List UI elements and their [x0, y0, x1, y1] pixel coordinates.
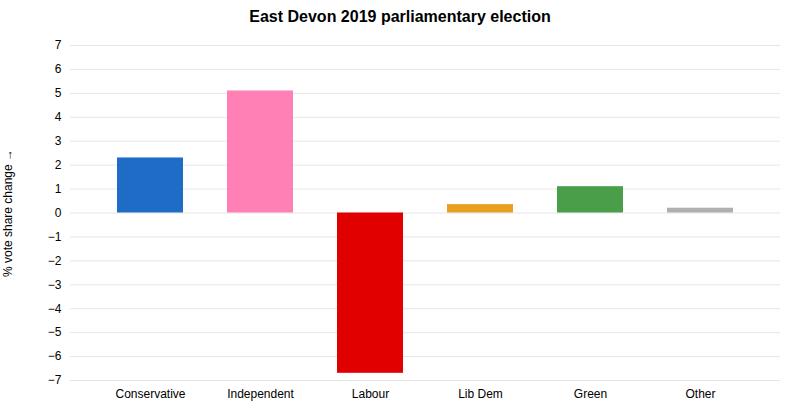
svg-text:−4: −4 [48, 302, 62, 316]
svg-text:Lib Dem: Lib Dem [458, 387, 503, 401]
html-text:East Devon 2019 parliamentary: East Devon 2019 parliamentary election [249, 8, 551, 25]
svg-text:−5: −5 [48, 325, 62, 339]
svg-text:5: 5 [55, 86, 62, 100]
svg-text:Other: Other [685, 387, 715, 401]
svg-text:% vote share change →: % vote share change → [1, 149, 15, 277]
svg-text:−6: −6 [48, 349, 62, 363]
svg-text:4: 4 [55, 110, 62, 124]
svg-text:Independent: Independent [227, 387, 294, 401]
svg-text:−2: −2 [48, 254, 62, 268]
svg-text:−7: −7 [48, 373, 62, 387]
svg-text:0: 0 [55, 206, 62, 220]
svg-text:−1: −1 [48, 230, 62, 244]
svg-text:Labour: Labour [352, 387, 389, 401]
svg-text:6: 6 [55, 62, 62, 76]
svg-text:1: 1 [55, 182, 62, 196]
svg-text:Conservative: Conservative [115, 387, 185, 401]
svg-text:3: 3 [55, 134, 62, 148]
svg-text:7: 7 [55, 38, 62, 52]
svg-text:2: 2 [55, 158, 62, 172]
svg-text:−3: −3 [48, 278, 62, 292]
svg-text:Green: Green [574, 387, 607, 401]
